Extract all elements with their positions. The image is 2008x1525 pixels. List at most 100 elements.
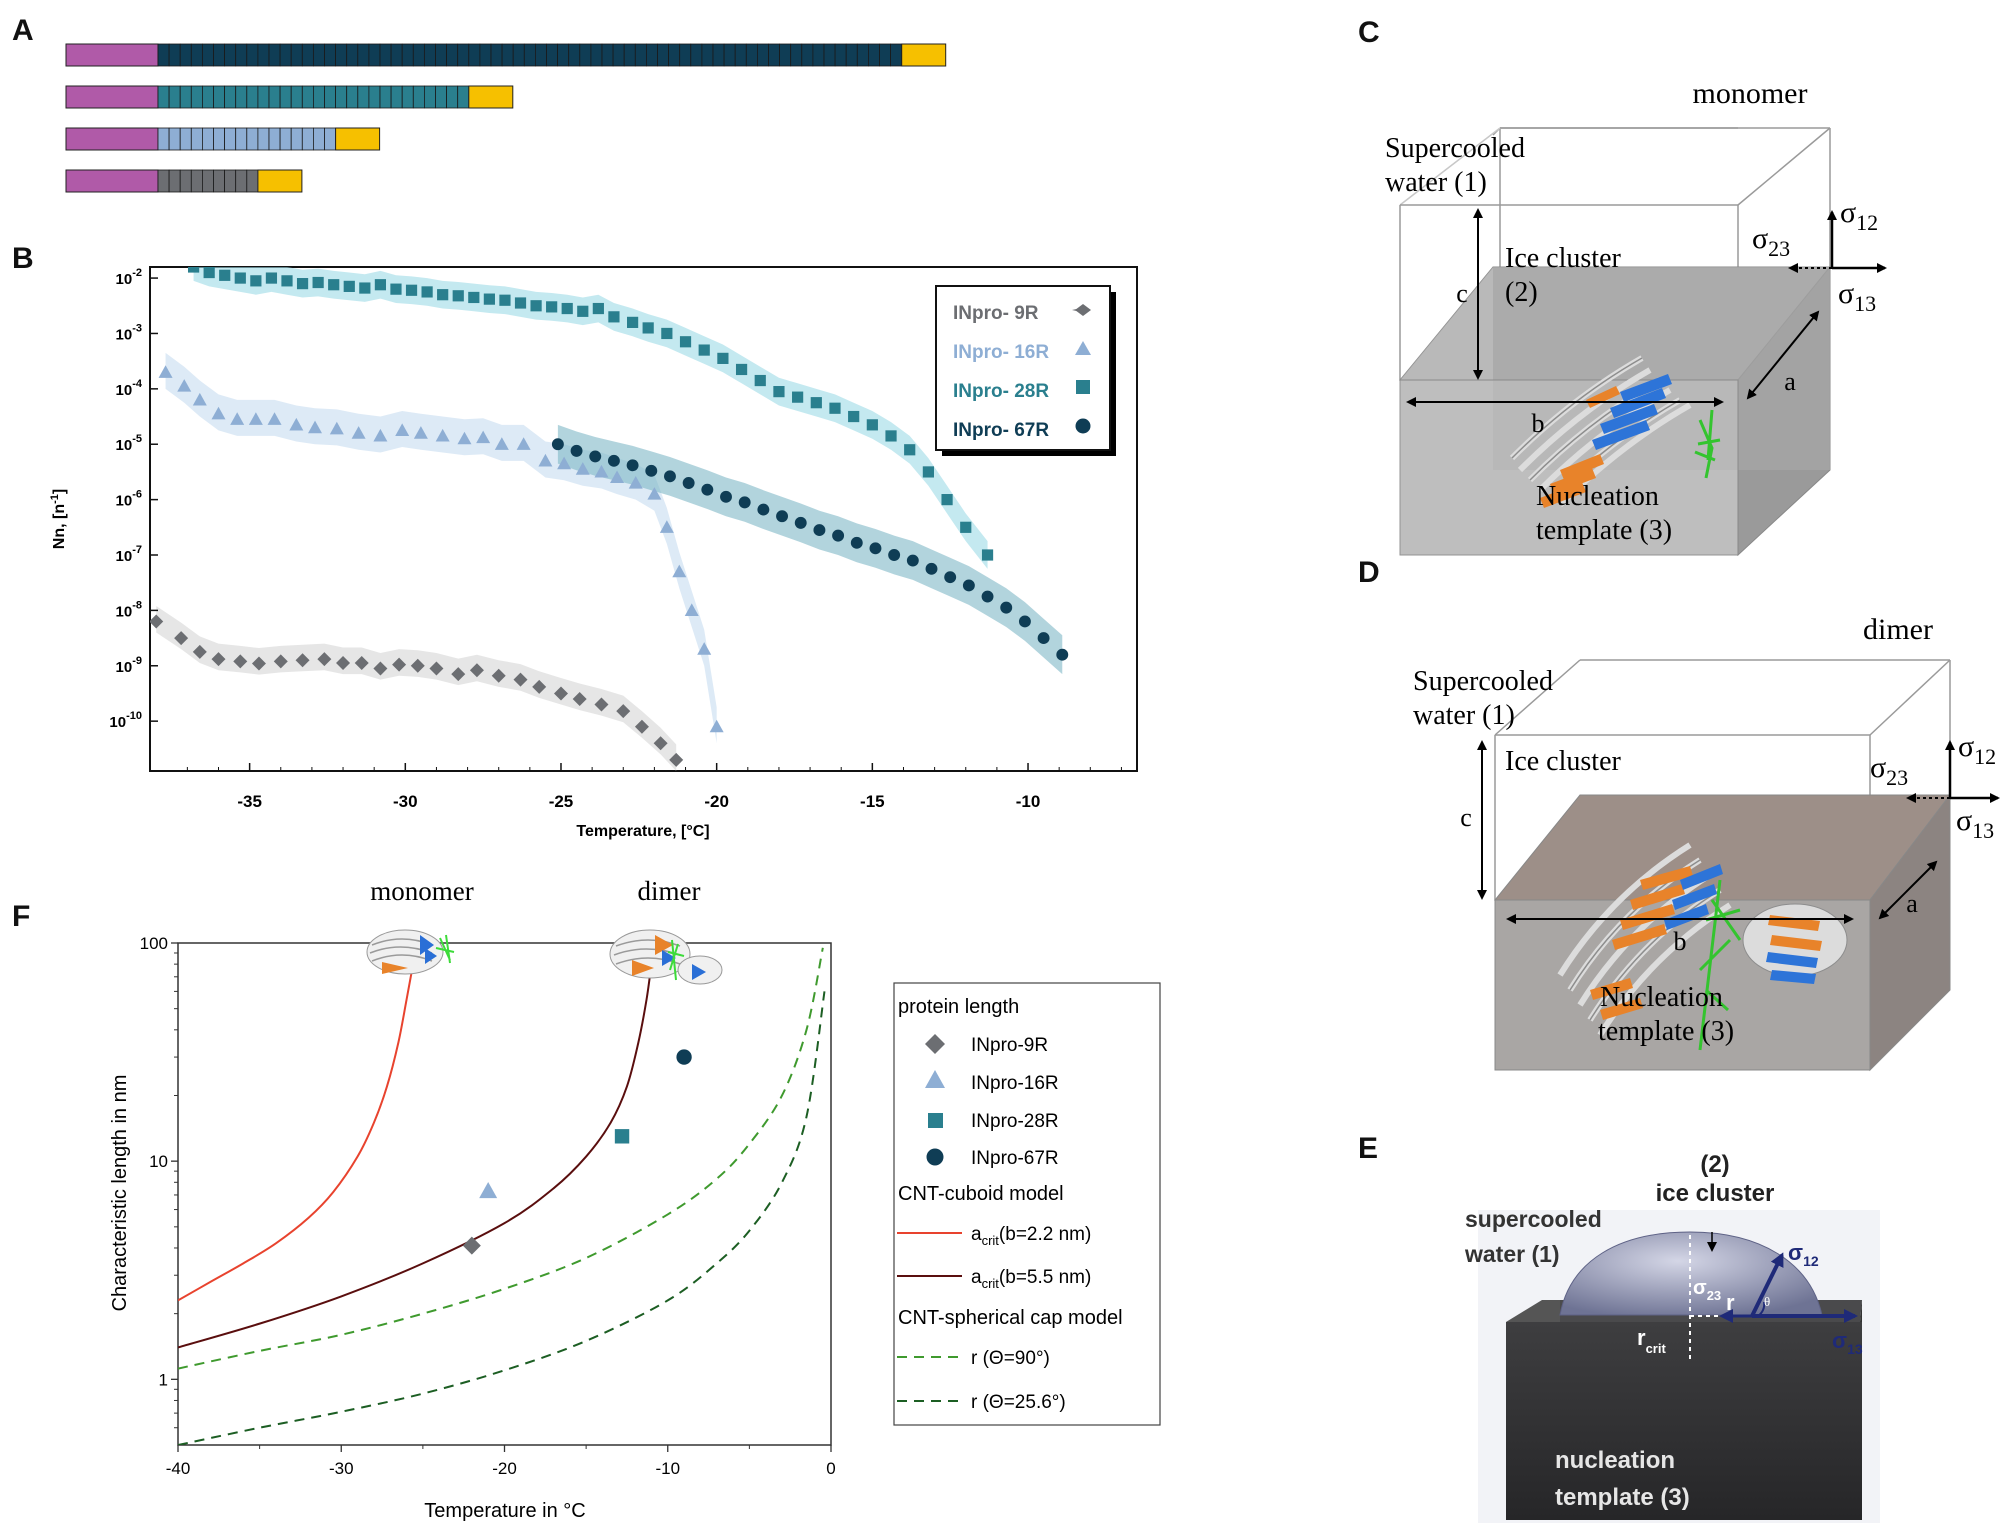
point-inpro-67r [1000, 601, 1013, 614]
point-inpro-16r [248, 412, 263, 425]
construct-head [65, 127, 159, 151]
legend-f-green-label: r (Θ=90°) [971, 1348, 1050, 1369]
construct-repeat [845, 43, 858, 67]
point-inpro-16r [557, 456, 572, 470]
point-inpro-28r [359, 282, 371, 294]
point-inpro-16r [351, 426, 366, 439]
construct-repeat [190, 127, 203, 151]
construct-repeat [168, 169, 181, 193]
y-tick-label: 10-6 [116, 489, 142, 510]
panel-e-water-line1: supercooled [1465, 1206, 1602, 1232]
point-inpro-16r [158, 365, 173, 378]
construct-tail [335, 127, 381, 151]
point-inpro-9r [317, 652, 332, 667]
construct-repeat [257, 43, 270, 67]
construct-repeat [457, 85, 470, 109]
construct-repeat [712, 43, 725, 67]
curve-3 [178, 991, 826, 1445]
point-inpro-9r [251, 656, 266, 671]
point-inpro-9r [553, 686, 568, 701]
panel-c-monomer-schematic: monomer c b [1385, 77, 1887, 557]
construct-repeat [512, 43, 525, 67]
point-inpro-16r [413, 426, 428, 439]
point-inpro-28r [265, 272, 278, 284]
panel-e-water-line2: water (1) [1464, 1241, 1560, 1267]
legend-f-item-16r: INpro-16R [971, 1073, 1059, 1094]
point-inpro-67r [607, 454, 620, 467]
point-inpro-28r [614, 1129, 630, 1144]
panel-c-title: monomer [1693, 77, 1808, 110]
construct-head [65, 85, 159, 109]
construct-repeat [224, 43, 237, 67]
panel-e-template-line2: template (3) [1555, 1484, 1690, 1511]
construct-repeat [346, 43, 359, 67]
point-inpro-67r [776, 510, 789, 523]
construct-repeat [368, 85, 381, 109]
construct-repeat [190, 169, 203, 193]
point-inpro-9r [174, 631, 189, 646]
point-inpro-67r [570, 444, 583, 457]
y-tick-label: 10-5 [116, 433, 142, 454]
point-inpro-16r [684, 603, 699, 616]
panel-c-dim-b: b [1532, 409, 1545, 438]
construct-repeat [179, 85, 192, 109]
plot-f-points [462, 1049, 692, 1255]
protein-monomer-icon [366, 929, 455, 975]
y-tick-label: 10-3 [116, 322, 142, 343]
x-tick-label: -15 [860, 792, 885, 811]
construct-repeat [290, 85, 303, 109]
y-tick-label: 10-2 [116, 267, 142, 288]
construct-head [65, 169, 159, 193]
point-inpro-9r [336, 656, 351, 670]
construct-repeat [235, 169, 248, 193]
point-inpro-28r [829, 402, 841, 414]
point-inpro-9r [462, 1236, 481, 1255]
construct-repeat [801, 43, 814, 67]
point-inpro-67r [645, 464, 658, 477]
point-inpro-9r [572, 692, 587, 706]
construct-repeat [546, 43, 559, 67]
panel-label-e: E [1358, 1132, 1378, 1165]
point-inpro-9r [150, 614, 164, 629]
plot-b-xlabel: Temperature, [°C] [576, 823, 709, 840]
construct-repeat [446, 85, 459, 109]
point-inpro-16r [373, 428, 388, 442]
point-inpro-9r [653, 736, 668, 751]
panel-e-ice-word: ice cluster [1656, 1180, 1775, 1207]
point-inpro-28r [421, 286, 433, 298]
panel-e-sigma12: σ12 [1788, 1240, 1819, 1269]
construct-repeat [868, 43, 880, 67]
point-inpro-28r [661, 327, 673, 340]
construct-repeat [179, 127, 192, 151]
point-inpro-16r [267, 412, 282, 425]
legend-f-cap-title: CNT-spherical cap model [898, 1307, 1123, 1329]
panel-c-dim-a: a [1784, 367, 1796, 396]
plot-b-legend-16r: INpro- 16R [953, 342, 1049, 363]
panel-d-dim-a: a [1906, 889, 1918, 918]
point-inpro-16r [329, 421, 344, 435]
curve-1 [178, 964, 653, 1349]
construct-repeat [612, 43, 625, 67]
band-circle [557, 424, 1063, 675]
panel-f-chart: -40 -30 -20 -10 0 100 10 1 Temperature in °C Ch… [109, 876, 1161, 1522]
point-inpro-28r [405, 284, 418, 296]
panel-e-ice-dome [1559, 1231, 1823, 1316]
point-inpro-28r [281, 275, 293, 287]
construct-repeat [168, 127, 181, 151]
point-inpro-67r [906, 554, 919, 567]
construct-repeat [834, 43, 847, 67]
panel-e-theta: θ [1764, 1294, 1770, 1309]
panel-d-dimer-schematic: dimer c b a [1413, 613, 2000, 1072]
construct-repeat [390, 43, 403, 67]
construct-repeat [290, 43, 303, 67]
panel-e-block-front [1506, 1322, 1862, 1520]
construct-repeat [490, 43, 503, 67]
x-tick-label: -20 [704, 792, 729, 811]
panel-a-constructs [65, 43, 947, 193]
point-inpro-9r [513, 672, 528, 687]
plot-b-legend-28r: INpro- 28R [953, 381, 1049, 402]
point-inpro-16r [395, 423, 410, 436]
construct-repeat [435, 43, 448, 67]
panel-c-water-line1: Supercooled [1385, 133, 1525, 164]
curve-2 [178, 947, 824, 1370]
